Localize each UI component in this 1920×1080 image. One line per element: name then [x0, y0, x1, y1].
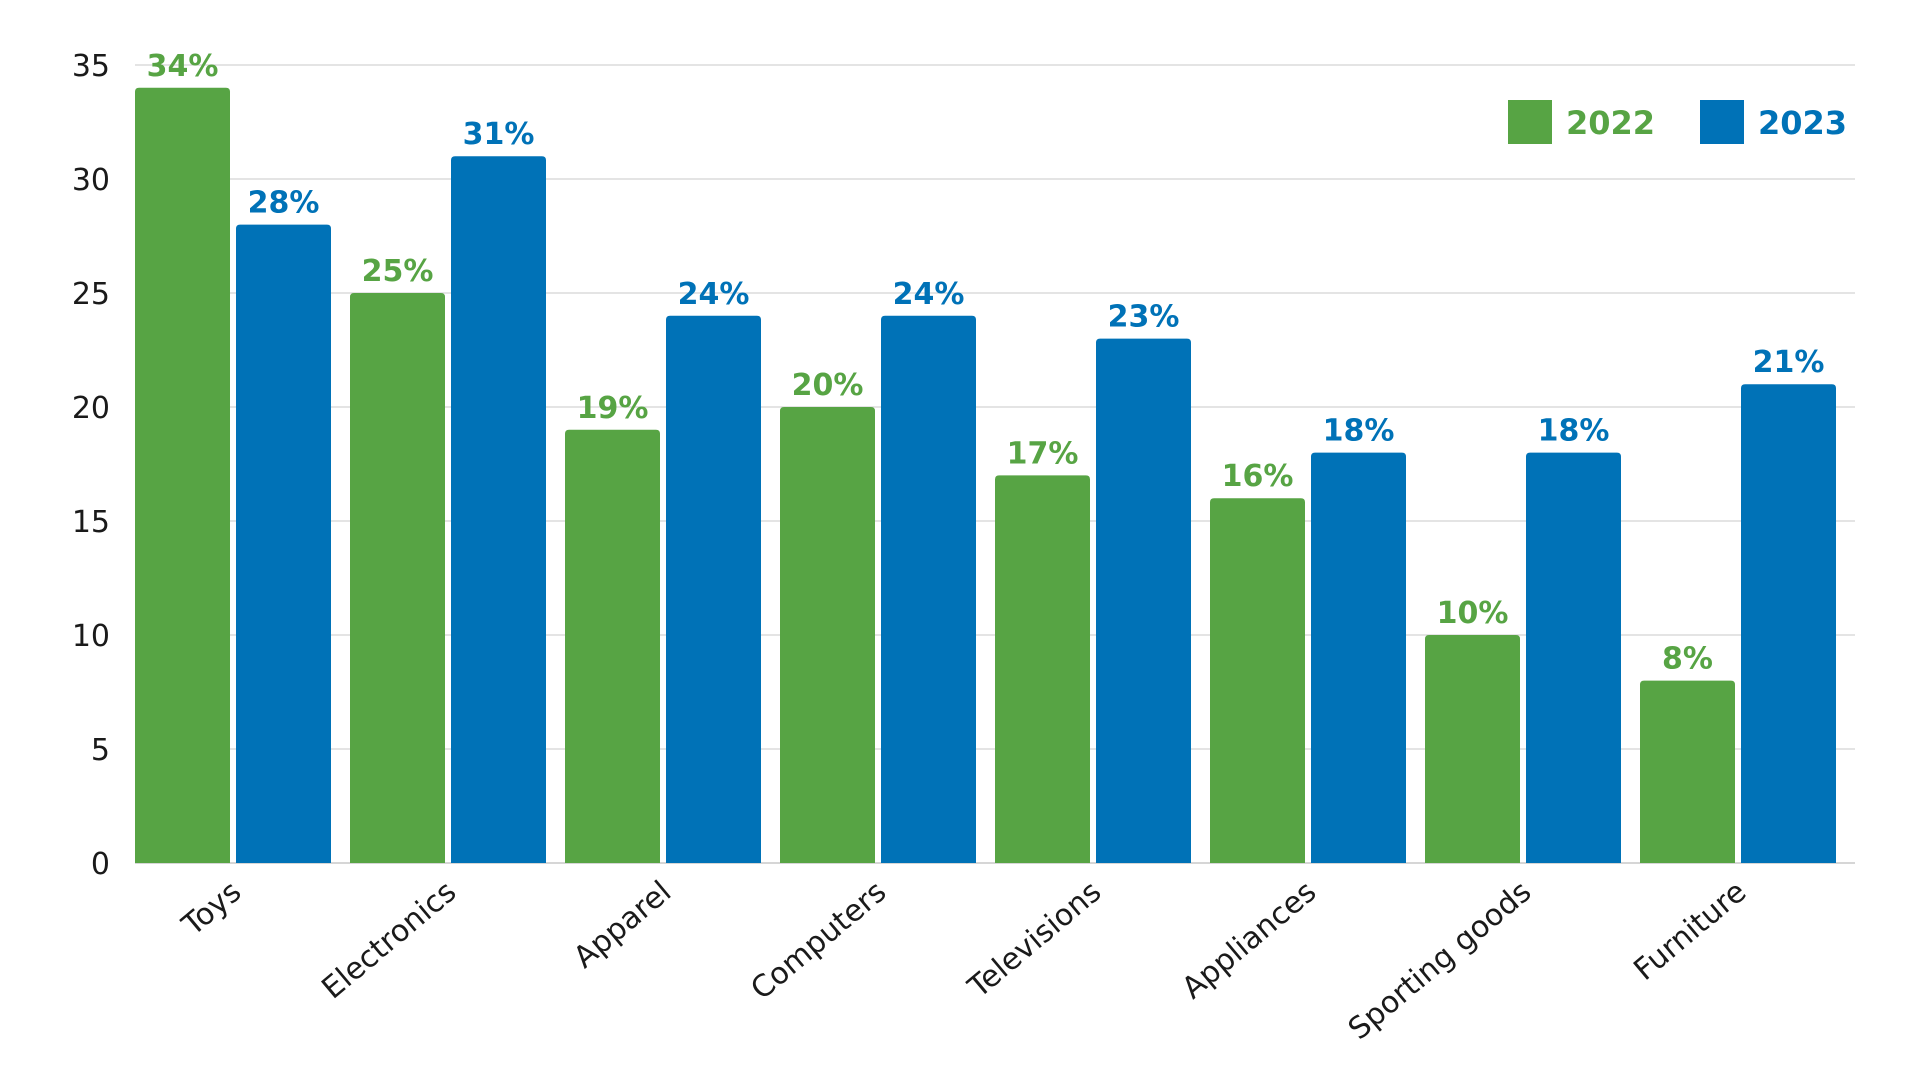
x-tick-label: Televisions [961, 874, 1108, 1005]
bar-2022-computers [780, 407, 875, 863]
x-tick-label: Computers [744, 874, 893, 1007]
bars: 34% 28% 25% 31% 19% 24% 20% 24% 17% 23% 16% 18% 10% 1… [135, 49, 1836, 864]
x-tick-label: Toys [175, 874, 248, 943]
y-tick-label: 35 [72, 49, 110, 84]
data-label: 21% [1753, 345, 1825, 380]
y-tick-label: 0 [91, 847, 110, 882]
legend: 2022 2023 [1508, 100, 1847, 144]
y-tick-label: 20 [72, 391, 110, 426]
legend-swatch-2022 [1508, 100, 1552, 144]
data-label: 17% [1007, 436, 1079, 471]
bar-2022-furniture [1640, 680, 1735, 863]
x-tick-label: Apparel [567, 874, 678, 975]
y-tick-label: 5 [91, 733, 110, 768]
bar-2023-electronics [451, 156, 546, 863]
bar-2023-apparel [666, 315, 761, 863]
bar-2023-sporting-goods [1526, 452, 1621, 863]
y-tick-label: 15 [72, 505, 110, 540]
legend-swatch-2023 [1700, 100, 1744, 144]
bar-2022-apparel [565, 429, 660, 863]
data-label: 31% [463, 117, 535, 152]
y-tick-label: 25 [72, 277, 110, 312]
data-label: 18% [1538, 414, 1610, 449]
bar-2022-toys [135, 87, 230, 864]
bar-2023-furniture [1741, 384, 1836, 863]
data-label: 34% [147, 49, 219, 84]
bar-2022-televisions [995, 475, 1090, 863]
data-label: 24% [893, 277, 965, 312]
bar-2023-computers [881, 315, 976, 863]
y-tick-label: 10 [72, 619, 110, 654]
x-axis: Toys Electronics Apparel Computers Televisio… [175, 874, 1753, 1047]
bar-2023-appliances [1311, 452, 1406, 863]
bar-2023-toys [236, 224, 331, 864]
y-tick-label: 30 [72, 163, 110, 198]
x-tick-label: Furniture [1627, 874, 1753, 987]
data-label: 23% [1108, 300, 1180, 335]
x-tick-label: Sporting goods [1342, 874, 1538, 1047]
y-axis: 0 5 10 15 20 25 30 35 [72, 49, 110, 882]
data-label: 10% [1437, 596, 1509, 631]
data-label: 25% [362, 254, 434, 289]
x-tick-label: Electronics [315, 874, 463, 1006]
bar-2022-sporting-goods [1425, 635, 1520, 863]
data-label: 20% [792, 368, 864, 403]
legend-label-2022: 2022 [1566, 104, 1655, 142]
data-label: 18% [1323, 414, 1395, 449]
bar-2022-appliances [1210, 498, 1305, 863]
data-label: 24% [678, 277, 750, 312]
bar-2022-electronics [350, 293, 445, 863]
legend-label-2023: 2023 [1758, 104, 1847, 142]
data-label: 28% [248, 186, 320, 221]
data-label: 8% [1662, 642, 1713, 677]
bar-2023-televisions [1096, 338, 1191, 864]
data-label: 16% [1222, 459, 1294, 494]
data-label: 19% [577, 391, 649, 426]
x-tick-label: Appliances [1176, 874, 1324, 1006]
